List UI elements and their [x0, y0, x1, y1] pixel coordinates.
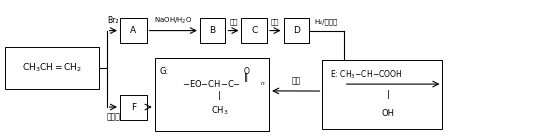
Text: OH: OH — [382, 110, 395, 118]
Text: B: B — [209, 26, 216, 35]
Text: |: | — [219, 91, 221, 100]
Text: $_n$: $_n$ — [260, 79, 265, 88]
Text: H₂/催化剂: H₂/催化剂 — [315, 18, 338, 25]
Text: 氧化: 氧化 — [229, 18, 238, 25]
Text: D: D — [293, 26, 300, 35]
Text: NaOH/H$_2$O: NaOH/H$_2$O — [154, 16, 192, 26]
Text: O: O — [243, 67, 249, 76]
Text: F: F — [131, 103, 136, 111]
FancyBboxPatch shape — [5, 47, 99, 89]
FancyBboxPatch shape — [155, 58, 269, 131]
Text: 催化剂: 催化剂 — [106, 112, 120, 121]
Text: Br₂: Br₂ — [108, 16, 119, 25]
Text: $-$EO$-$CH$-$C$-$: $-$EO$-$CH$-$C$-$ — [182, 78, 241, 89]
Text: G:: G: — [160, 67, 169, 76]
Text: C: C — [251, 26, 257, 35]
FancyBboxPatch shape — [120, 18, 147, 43]
Text: CH$_3$: CH$_3$ — [211, 104, 229, 117]
Text: 缩聚: 缩聚 — [291, 77, 301, 86]
Text: CH$_3$CH$=$CH$_2$: CH$_3$CH$=$CH$_2$ — [22, 62, 82, 74]
Text: E: CH$_3$$-$CH$-$COOH: E: CH$_3$$-$CH$-$COOH — [330, 69, 403, 81]
Text: A: A — [130, 26, 136, 35]
Text: 氧化: 氧化 — [271, 18, 279, 25]
FancyBboxPatch shape — [284, 18, 309, 43]
Text: |: | — [387, 90, 390, 99]
FancyBboxPatch shape — [120, 95, 147, 120]
FancyBboxPatch shape — [322, 60, 442, 129]
FancyBboxPatch shape — [200, 18, 225, 43]
Text: ‖: ‖ — [244, 73, 248, 82]
FancyBboxPatch shape — [241, 18, 267, 43]
